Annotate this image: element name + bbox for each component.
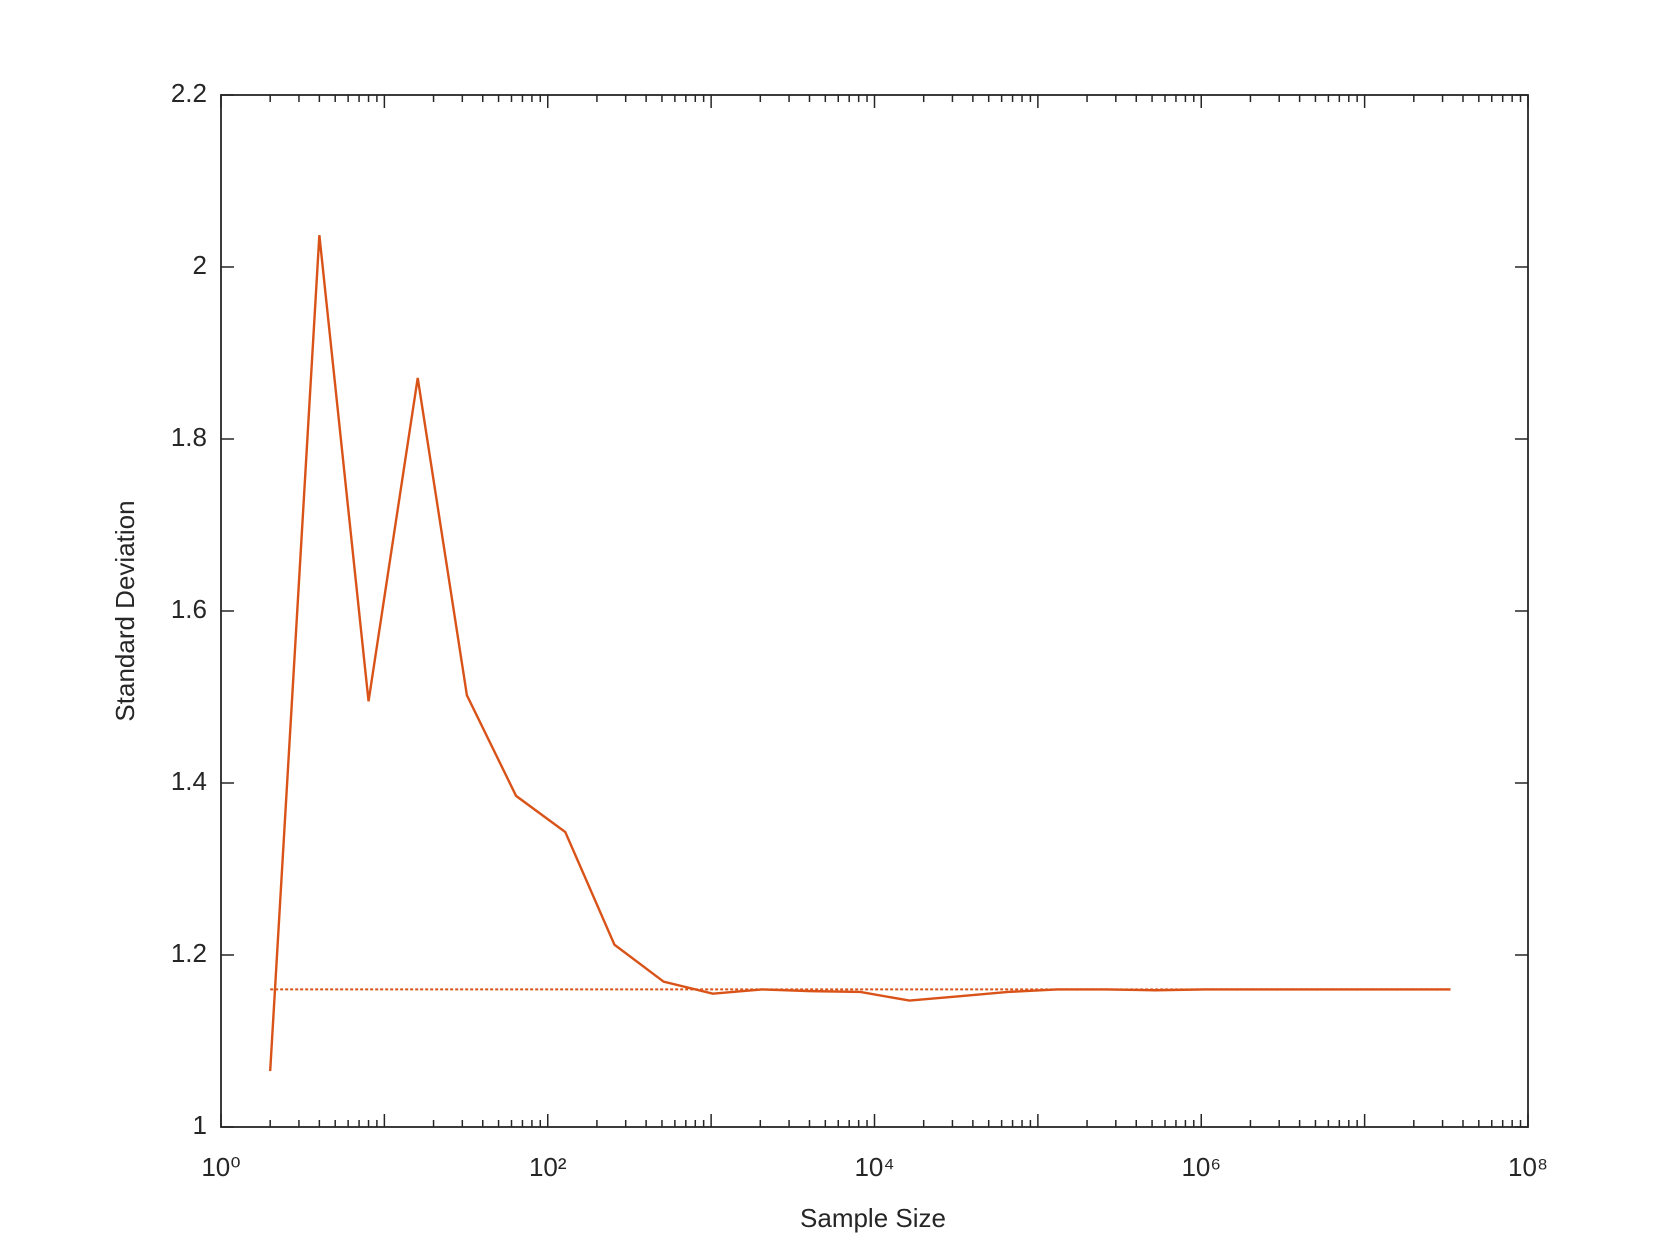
x-tick-label: 10⁸ [1508, 1152, 1548, 1182]
x-axis-label: Sample Size [800, 1203, 946, 1233]
y-tick-label: 1.4 [171, 766, 207, 796]
plot-area [221, 95, 1528, 1127]
y-tick-label: 2.2 [171, 78, 207, 108]
y-tick-label: 1 [193, 1110, 207, 1140]
y-tick-label: 1.2 [171, 938, 207, 968]
y-tick-label: 1.8 [171, 422, 207, 452]
x-tick-label: 10⁶ [1181, 1152, 1221, 1182]
y-tick-label: 2 [193, 250, 207, 280]
x-tick-label: 10⁰ [201, 1152, 240, 1182]
x-tick-label: 10⁴ [854, 1152, 894, 1182]
y-axis-label: Standard Deviation [110, 500, 140, 721]
y-tick-label: 1.6 [171, 594, 207, 624]
axes-box [220, 94, 1529, 1128]
x-tick-label: 10² [529, 1152, 567, 1182]
data-line [268, 235, 1451, 1072]
